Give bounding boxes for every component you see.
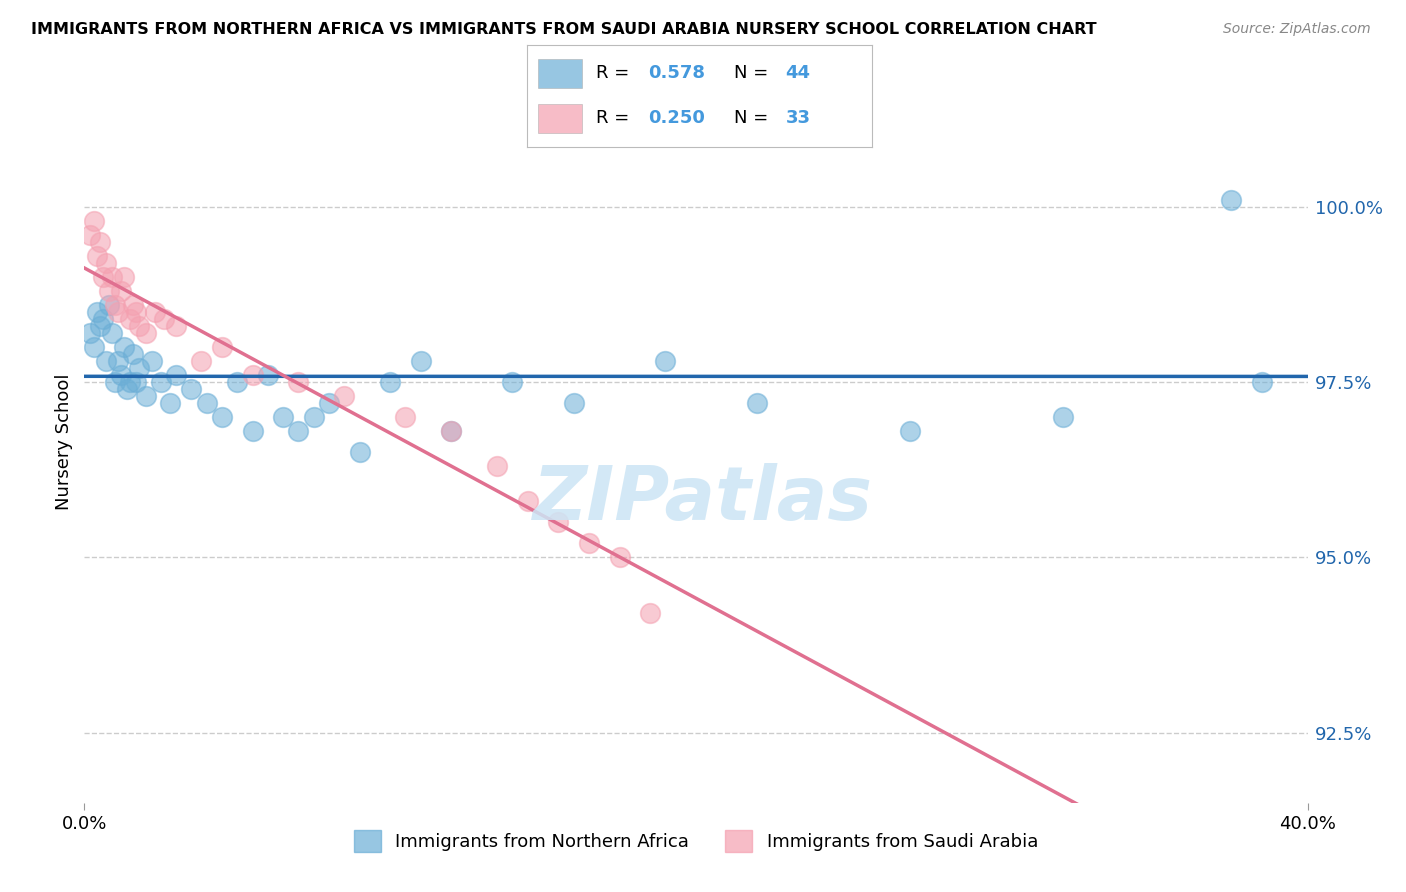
Point bbox=[1220, 193, 1243, 207]
Point bbox=[120, 375, 142, 389]
Point bbox=[83, 340, 105, 354]
Point bbox=[242, 424, 264, 438]
Point bbox=[271, 409, 294, 424]
Point bbox=[89, 318, 111, 333]
Point bbox=[180, 382, 202, 396]
Point bbox=[165, 368, 187, 382]
Point bbox=[165, 318, 187, 333]
Point bbox=[333, 389, 356, 403]
Point bbox=[226, 375, 249, 389]
Point bbox=[211, 340, 233, 354]
Point bbox=[112, 340, 135, 354]
Point bbox=[141, 354, 163, 368]
Point bbox=[97, 298, 120, 312]
Point bbox=[115, 382, 138, 396]
Point bbox=[112, 269, 135, 284]
Point bbox=[349, 445, 371, 459]
Point bbox=[380, 375, 402, 389]
Point bbox=[318, 396, 340, 410]
Point bbox=[287, 424, 309, 438]
Text: N =: N = bbox=[734, 64, 773, 82]
Point bbox=[409, 354, 432, 368]
Point bbox=[257, 368, 280, 382]
Point bbox=[107, 305, 129, 319]
Point bbox=[287, 375, 309, 389]
Point bbox=[547, 515, 569, 529]
Point bbox=[135, 326, 157, 340]
Point bbox=[110, 368, 132, 382]
Point bbox=[120, 311, 142, 326]
Point bbox=[149, 375, 172, 389]
Point bbox=[83, 213, 105, 227]
Y-axis label: Nursery School: Nursery School bbox=[55, 373, 73, 510]
Point bbox=[747, 396, 769, 410]
Point bbox=[122, 298, 145, 312]
Text: R =: R = bbox=[596, 110, 636, 128]
Point bbox=[110, 284, 132, 298]
Point bbox=[94, 354, 117, 368]
Point bbox=[91, 269, 114, 284]
Point bbox=[79, 227, 101, 242]
Point bbox=[609, 550, 631, 565]
Legend: Immigrants from Northern Africa, Immigrants from Saudi Arabia: Immigrants from Northern Africa, Immigra… bbox=[346, 822, 1046, 859]
Point bbox=[104, 375, 127, 389]
Point bbox=[190, 354, 212, 368]
Text: N =: N = bbox=[734, 110, 773, 128]
Bar bbox=[537, 104, 582, 133]
Point bbox=[440, 424, 463, 438]
Point bbox=[143, 305, 166, 319]
Point bbox=[122, 347, 145, 361]
Point bbox=[86, 305, 108, 319]
Point bbox=[440, 424, 463, 438]
Point bbox=[125, 305, 148, 319]
Text: R =: R = bbox=[596, 64, 636, 82]
Point bbox=[654, 354, 676, 368]
Text: IMMIGRANTS FROM NORTHERN AFRICA VS IMMIGRANTS FROM SAUDI ARABIA NURSERY SCHOOL C: IMMIGRANTS FROM NORTHERN AFRICA VS IMMIG… bbox=[31, 22, 1097, 37]
Point bbox=[91, 311, 114, 326]
Point bbox=[394, 409, 416, 424]
Point bbox=[638, 607, 661, 621]
Point bbox=[104, 298, 127, 312]
Point bbox=[159, 396, 181, 410]
Point bbox=[195, 396, 218, 410]
Point bbox=[79, 326, 101, 340]
Point bbox=[97, 284, 120, 298]
Point bbox=[135, 389, 157, 403]
Point bbox=[578, 536, 600, 550]
Point bbox=[1052, 409, 1074, 424]
Point bbox=[101, 269, 124, 284]
Point bbox=[211, 409, 233, 424]
Point bbox=[94, 255, 117, 269]
Point bbox=[101, 326, 124, 340]
Text: ZIPatlas: ZIPatlas bbox=[533, 463, 873, 536]
Text: Source: ZipAtlas.com: Source: ZipAtlas.com bbox=[1223, 22, 1371, 37]
Bar bbox=[537, 59, 582, 87]
Text: 33: 33 bbox=[786, 110, 811, 128]
Point bbox=[128, 318, 150, 333]
Point bbox=[302, 409, 325, 424]
Point bbox=[128, 360, 150, 375]
Text: 0.578: 0.578 bbox=[648, 64, 704, 82]
Point bbox=[1250, 375, 1272, 389]
Point bbox=[89, 235, 111, 249]
Point bbox=[242, 368, 264, 382]
Point bbox=[898, 424, 921, 438]
Text: 44: 44 bbox=[786, 64, 811, 82]
Point bbox=[125, 375, 148, 389]
Point bbox=[516, 494, 538, 508]
Point bbox=[153, 311, 176, 326]
Point bbox=[86, 249, 108, 263]
Point bbox=[502, 375, 524, 389]
Point bbox=[486, 459, 509, 474]
Point bbox=[562, 396, 585, 410]
Text: 0.250: 0.250 bbox=[648, 110, 704, 128]
Point bbox=[107, 354, 129, 368]
